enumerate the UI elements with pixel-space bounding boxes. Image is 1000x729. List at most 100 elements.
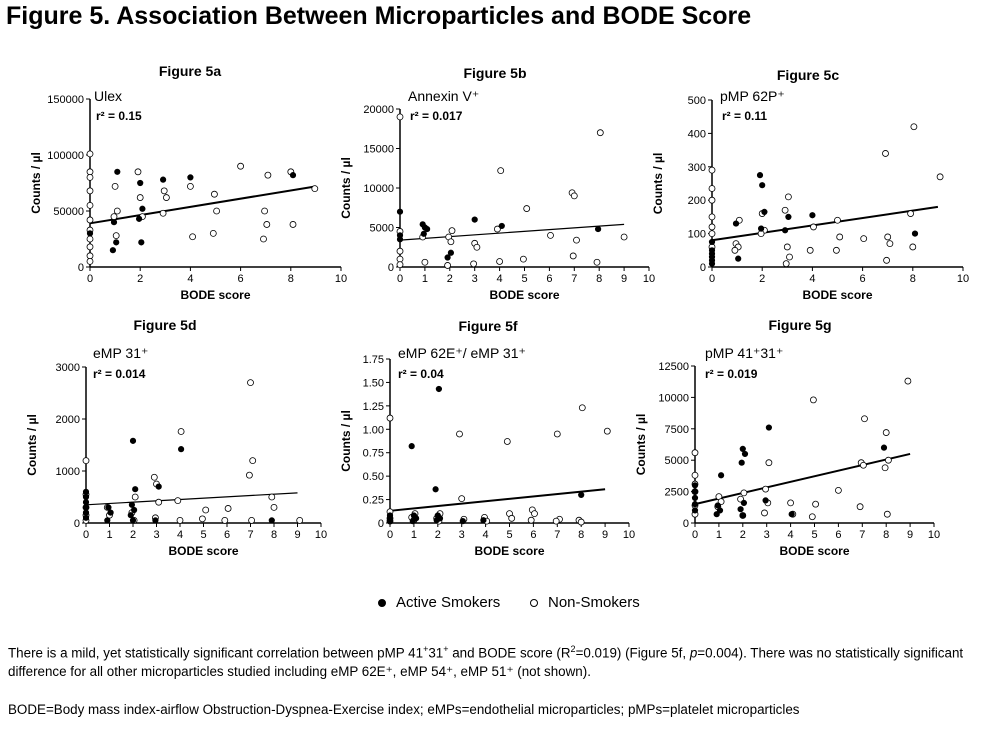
data-point-non-smoker: [113, 207, 121, 215]
x-axis-label: BODE score: [802, 288, 872, 302]
x-tick-label: 10: [957, 273, 969, 285]
data-point-non-smoker: [421, 258, 429, 266]
x-tick-label: 7: [859, 529, 865, 541]
y-tick-label: 10000: [363, 183, 394, 195]
data-point-active-smoker: [128, 501, 135, 508]
data-point-non-smoker: [162, 194, 170, 201]
y-tick-label: 2000: [56, 414, 80, 426]
y-axis-label: Counts / µl: [634, 414, 648, 476]
panel-label: Annexin V⁺: [408, 88, 479, 104]
r-squared-label: r² = 0.017: [410, 109, 463, 123]
data-point-non-smoker: [496, 258, 504, 265]
data-point-active-smoker: [138, 239, 145, 246]
x-tick-label: 8: [578, 529, 584, 541]
data-point-non-smoker: [86, 243, 94, 251]
data-point-active-smoker: [114, 168, 121, 175]
y-tick-label: 0: [78, 262, 84, 274]
data-point-active-smoker: [691, 482, 699, 489]
data-point-non-smoker: [249, 457, 257, 465]
x-axis-label: BODE score: [168, 544, 238, 558]
x-tick-label: 1: [106, 529, 112, 541]
data-point-active-smoker: [691, 501, 699, 508]
x-tick-label: 3: [764, 529, 770, 541]
data-point-non-smoker: [396, 261, 404, 269]
regression-line: [89, 185, 317, 225]
x-axis-label: BODE score: [180, 288, 250, 302]
x-tick-label: 0: [387, 529, 393, 541]
data-point-active-smoker: [738, 459, 745, 466]
y-axis-label: Counts / µl: [25, 414, 39, 476]
data-point-non-smoker: [86, 235, 94, 243]
data-point-non-smoker: [176, 517, 184, 524]
data-point-non-smoker: [264, 171, 272, 179]
data-point-non-smoker: [296, 517, 304, 524]
data-point-non-smoker: [174, 497, 182, 505]
footnote-text: =0.004). There was no statistically sign…: [8, 645, 964, 680]
data-point-non-smoker: [86, 252, 94, 260]
x-tick-label: 2: [447, 273, 453, 285]
footnote-text: There is a mild, yet statistically signi…: [8, 645, 424, 661]
data-point-non-smoker: [86, 150, 94, 158]
data-point-non-smoker: [177, 428, 185, 435]
data-point-non-smoker: [708, 230, 716, 238]
data-point-non-smoker: [593, 258, 601, 266]
x-tick-label: 0: [87, 273, 93, 285]
regression-line: [389, 488, 606, 512]
data-point-non-smoker: [861, 415, 868, 423]
data-point-active-smoker: [104, 517, 111, 524]
data-point-active-smoker: [788, 511, 795, 518]
data-point-active-smoker: [137, 179, 144, 187]
data-point-non-smoker: [110, 213, 118, 221]
data-point-active-smoker: [435, 385, 443, 393]
x-tick-label: 5: [521, 273, 527, 285]
data-point-active-smoker: [739, 445, 746, 452]
y-tick-label: 0: [388, 262, 394, 274]
data-point-non-smoker: [213, 207, 221, 215]
data-point-non-smoker: [883, 256, 890, 264]
x-tick-label: 4: [497, 273, 503, 285]
data-point-non-smoker: [497, 167, 505, 175]
data-point-non-smoker: [708, 213, 716, 221]
panel-label: eMP 62E⁺/ eMP 31⁺: [398, 345, 526, 361]
x-tick-label: 8: [271, 529, 277, 541]
data-point-active-smoker: [152, 517, 159, 524]
y-tick-label: 1.00: [363, 424, 384, 436]
data-point-non-smoker: [520, 255, 527, 263]
superscript: 2: [570, 644, 576, 654]
legend-item-active-smokers: Active Smokers: [378, 594, 500, 611]
filled-dot-icon: [378, 598, 386, 607]
data-point-non-smoker: [904, 377, 912, 385]
x-tick-label: 1: [411, 529, 417, 541]
data-point-active-smoker: [781, 227, 789, 234]
data-point-active-smoker: [714, 502, 721, 509]
y-tick-label: 100: [688, 229, 706, 241]
data-point-non-smoker: [783, 243, 791, 251]
x-tick-label: 0: [83, 529, 89, 541]
x-tick-label: 2: [130, 529, 136, 541]
data-point-non-smoker: [210, 190, 218, 198]
data-point-non-smoker: [289, 221, 297, 228]
data-point-active-smoker: [82, 499, 90, 506]
x-tick-label: 9: [294, 529, 300, 541]
x-tick-label: 8: [288, 273, 294, 285]
data-point-non-smoker: [691, 449, 699, 457]
data-point-non-smoker: [270, 503, 278, 511]
data-point-active-smoker: [809, 212, 816, 219]
data-point-active-smoker: [155, 483, 162, 490]
y-axis-label: Counts / µl: [339, 157, 353, 219]
data-point-non-smoker: [936, 173, 944, 181]
panel-label: pMP 62P⁺: [720, 88, 785, 104]
y-tick-label: 5000: [665, 455, 689, 467]
data-point-active-smoker: [691, 488, 699, 495]
y-tick-label: 3000: [56, 362, 80, 374]
x-tick-label: 2: [759, 273, 765, 285]
data-point-non-smoker: [708, 196, 716, 204]
data-point-non-smoker: [573, 236, 580, 244]
y-tick-label: 0.50: [363, 471, 384, 483]
y-tick-label: 5000: [370, 223, 394, 235]
x-tick-label: 4: [177, 529, 183, 541]
legend: Active Smokers Non-Smokers: [378, 594, 678, 616]
data-point-active-smoker: [82, 514, 90, 521]
data-point-non-smoker: [782, 260, 790, 268]
data-point-active-smoker: [107, 509, 114, 516]
